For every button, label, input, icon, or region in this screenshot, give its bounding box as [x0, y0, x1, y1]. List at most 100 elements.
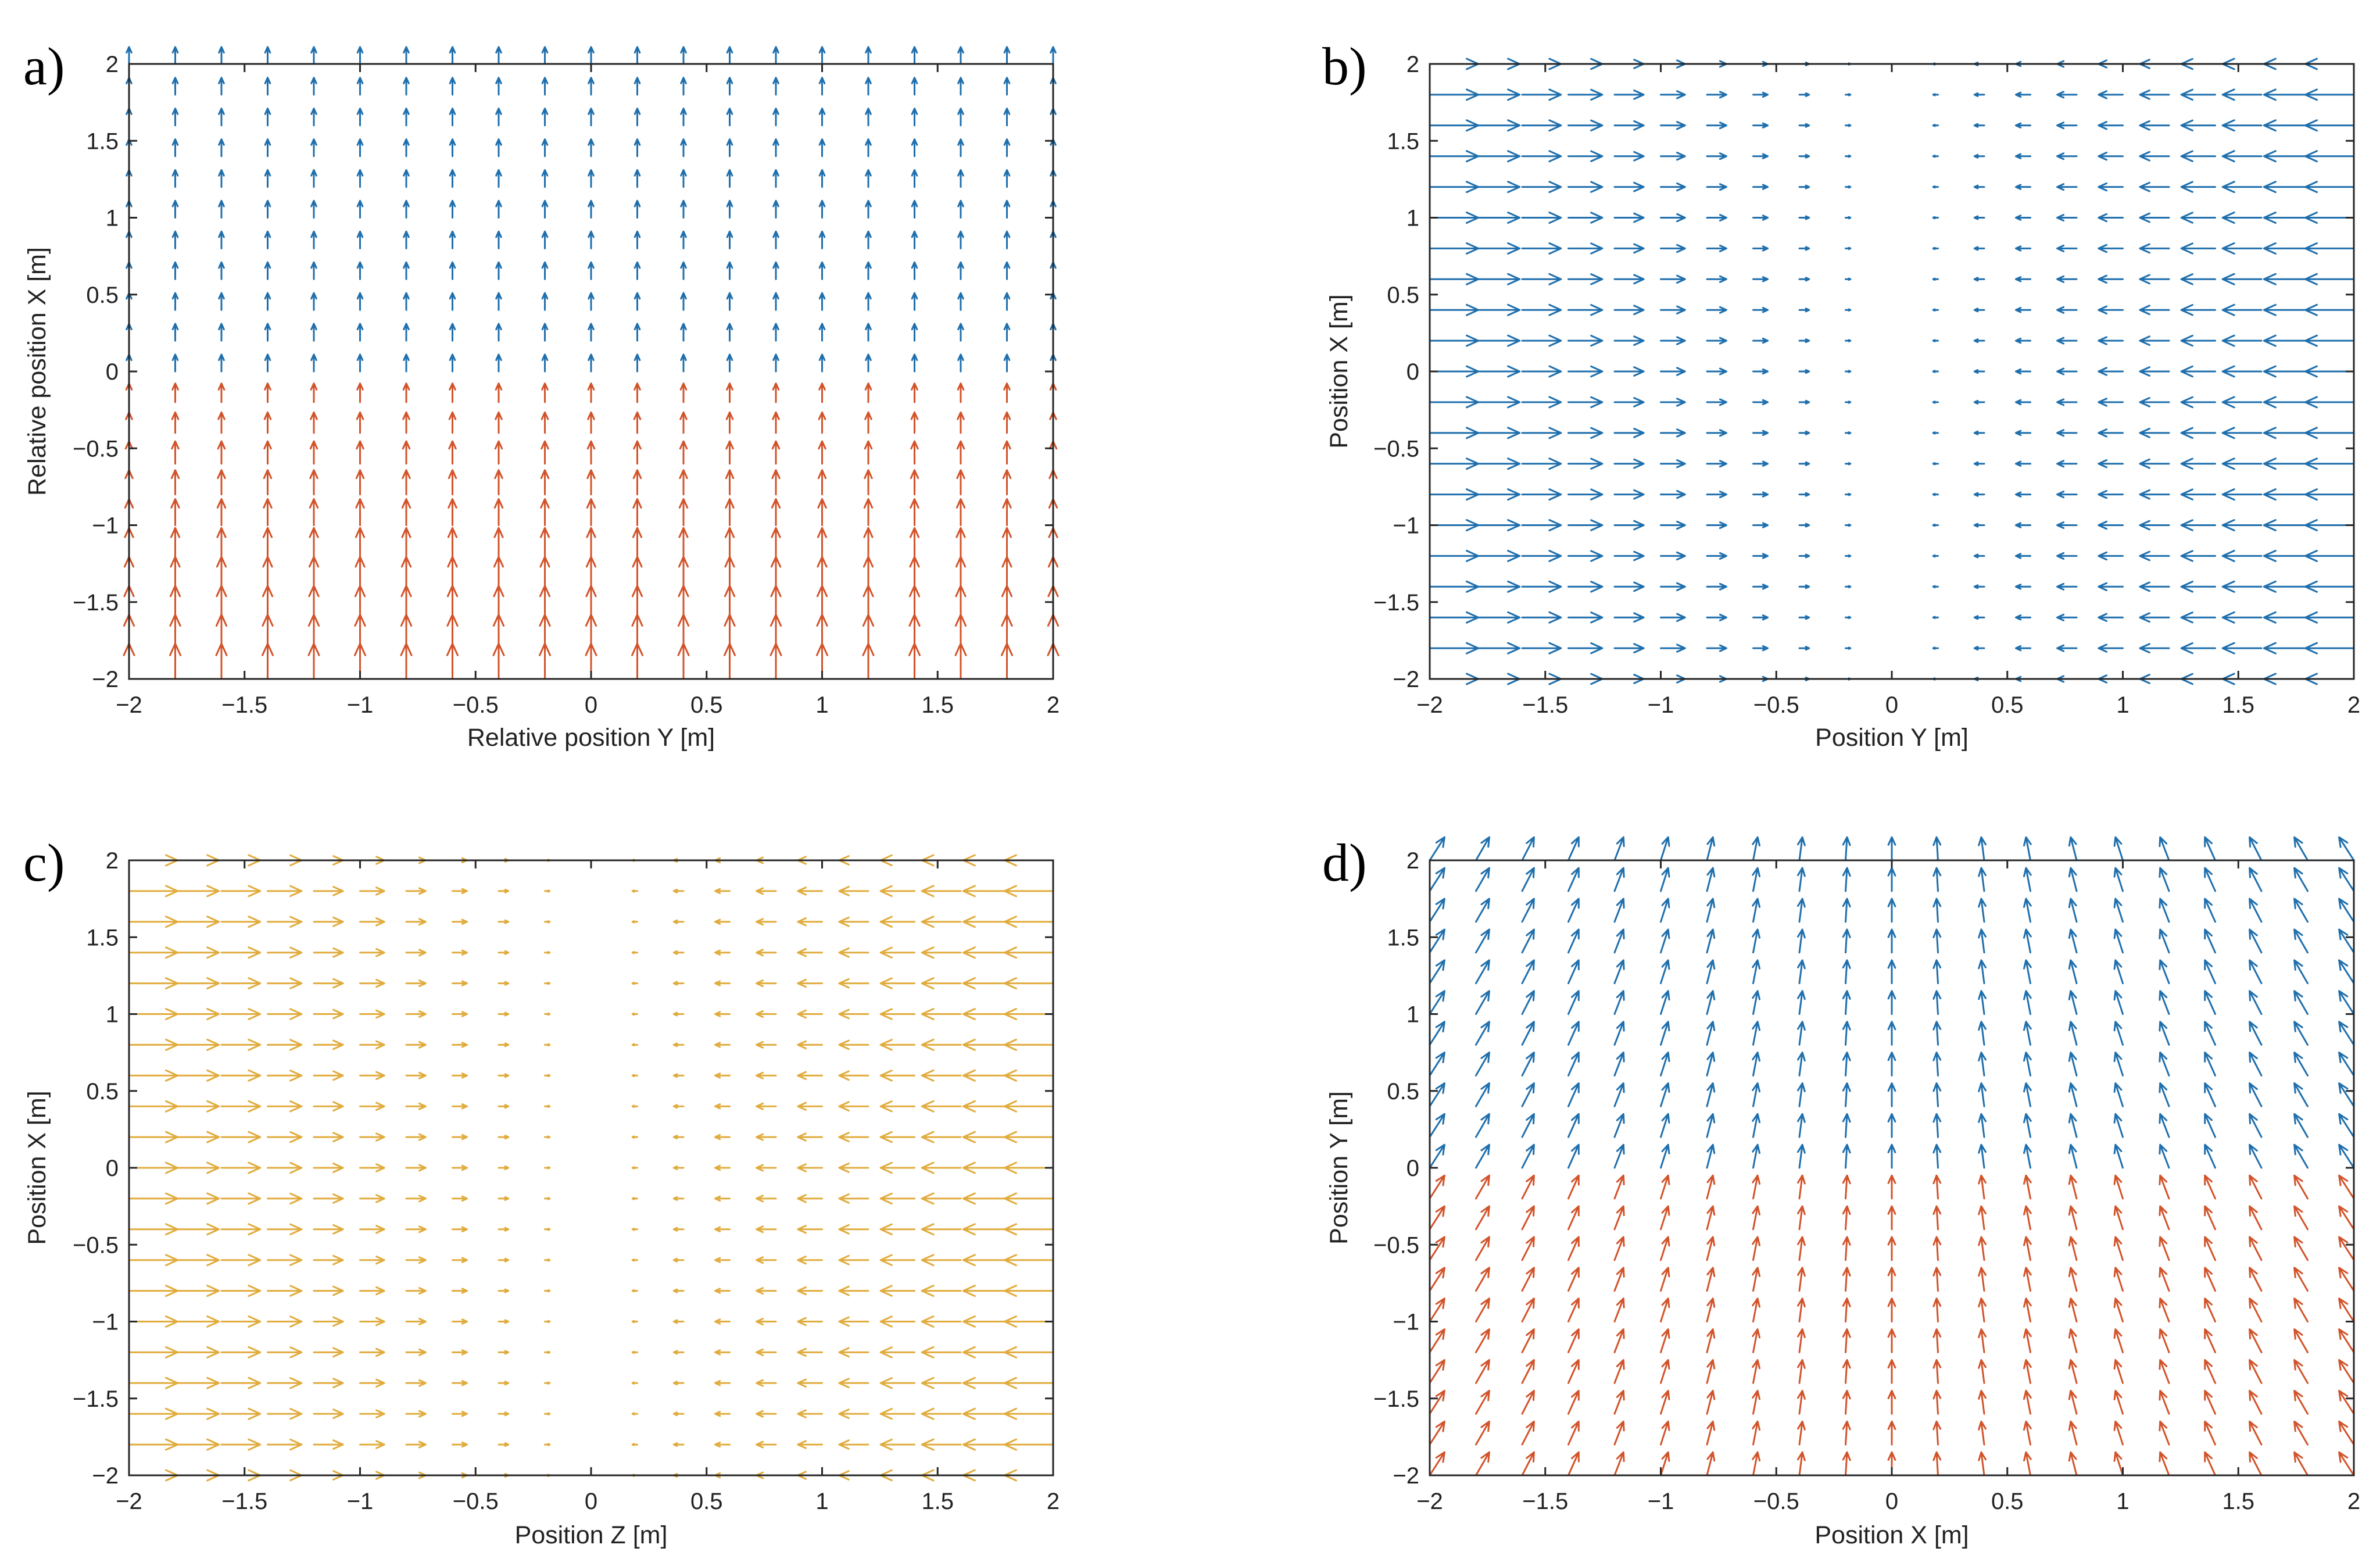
y-tick-label: 0.5 — [1387, 283, 1419, 308]
quiver-arrow — [2338, 1267, 2355, 1292]
quiver-arrow — [452, 1349, 468, 1356]
quiver-arrow — [1429, 1451, 1445, 1476]
quiver-arrow — [2023, 1174, 2032, 1200]
quiver-arrow — [879, 1192, 915, 1205]
quiver-arrow — [498, 981, 510, 986]
quiver-arrow — [405, 1102, 427, 1110]
quiver-arrow — [449, 292, 456, 311]
quiver-arrow — [1521, 519, 1562, 531]
quiver-arrow — [1613, 1205, 1625, 1231]
quiver-arrow — [1752, 522, 1769, 528]
quiver-arrow — [2023, 990, 2032, 1015]
quiver-arrow — [797, 1163, 823, 1172]
quiver-arrow — [313, 1316, 344, 1327]
quiver-arrow — [2180, 612, 2216, 624]
quiver-arrow — [2098, 182, 2124, 192]
quiver-arrow — [633, 440, 642, 465]
y-axis-label: Position X [m] — [1325, 294, 1353, 448]
quiver-arrow — [865, 292, 872, 311]
quiver-arrow — [634, 169, 641, 188]
quiver-arrow — [1002, 498, 1012, 526]
quiver-arrow — [449, 261, 456, 280]
quiver-arrow — [2056, 552, 2078, 560]
quiver-arrow — [2204, 867, 2216, 892]
quiver-arrow — [1660, 1267, 1670, 1292]
panel-letter: a) — [23, 37, 65, 96]
quiver-arrow — [2068, 1052, 2078, 1077]
quiver-arrow — [714, 1042, 731, 1048]
quiver-arrow — [2249, 1021, 2263, 1046]
quiver-arrow — [448, 440, 457, 465]
quiver-arrow — [1429, 488, 1479, 501]
x-tick-label: −1 — [347, 1489, 374, 1514]
quiver-arrow — [2293, 1113, 2309, 1138]
quiver-arrow — [1932, 1267, 1942, 1292]
quiver-arrow — [170, 469, 180, 496]
quiver-arrow — [1978, 1328, 1987, 1353]
quiver-arrow — [452, 1164, 468, 1171]
quiver-arrow — [911, 261, 918, 280]
quiver-arrow — [2338, 1205, 2355, 1231]
quiver-arrow — [772, 108, 779, 127]
quiver-arrow — [1429, 1205, 1445, 1231]
quiver-arrow — [1660, 1297, 1670, 1322]
quiver-arrow — [1475, 1451, 1490, 1476]
quiver-arrow — [220, 1407, 262, 1420]
quiver-arrow — [921, 946, 962, 959]
quiver-arrow — [128, 946, 178, 959]
x-axis-label: Position X [m] — [1814, 1521, 1969, 1549]
quiver-arrow — [355, 556, 366, 588]
quiver-arrow — [495, 77, 502, 96]
quiver-arrow — [405, 1041, 427, 1049]
x-tick-label: 1 — [2116, 1489, 2129, 1514]
quiver-arrow — [816, 613, 828, 649]
quiver-arrow — [1613, 1052, 1625, 1077]
quiver-arrow — [1429, 549, 1479, 562]
quiver-arrow — [1567, 212, 1604, 224]
quiver-arrow — [1660, 428, 1686, 438]
quiver-arrow — [1932, 155, 1939, 158]
quiver-arrow — [2263, 303, 2309, 316]
quiver-arrow — [264, 261, 271, 280]
quiver-arrow — [724, 613, 736, 649]
quiver-arrow — [2015, 245, 2031, 252]
quiver-arrow — [2159, 836, 2170, 861]
quiver-arrow — [1660, 1451, 1670, 1476]
quiver-arrow — [1752, 276, 1769, 283]
quiver-arrow — [632, 556, 643, 588]
quiver-arrow — [1842, 1143, 1851, 1169]
quiver-arrow — [1706, 1328, 1716, 1353]
quiver-arrow — [1932, 246, 1939, 251]
quiver-arrow — [2204, 990, 2216, 1015]
quiver-arrow — [2068, 1143, 2078, 1169]
quiver-arrow — [220, 1376, 262, 1389]
quiver-arrow — [818, 353, 826, 373]
quiver-arrow — [544, 1166, 551, 1170]
quiver-arrow — [818, 382, 826, 403]
quiver-arrow — [672, 1442, 685, 1447]
quiver-arrow — [1475, 611, 1521, 624]
quiver-arrow — [310, 169, 317, 188]
quiver-arrow — [1567, 1174, 1580, 1200]
quiver-arrow — [1521, 150, 1562, 163]
quiver-arrow — [1429, 1328, 1445, 1353]
quiver-arrow — [1845, 93, 1852, 96]
quiver-arrow — [1932, 1052, 1942, 1077]
quiver-arrow — [2304, 611, 2355, 624]
quiver-arrow — [449, 46, 456, 65]
quiver-arrow — [1932, 462, 1939, 466]
quiver-arrow — [2293, 928, 2309, 954]
quiver-arrow — [1567, 427, 1604, 439]
quiver-arrow — [1978, 1052, 1987, 1077]
quiver-arrow — [2249, 898, 2263, 923]
quiver-arrow — [2023, 1082, 2032, 1107]
quiver-arrow — [1004, 1100, 1054, 1113]
quiver-arrow — [726, 77, 733, 96]
quiver-arrow — [1973, 430, 1985, 435]
quiver-arrow — [541, 292, 549, 311]
quiver-arrow — [631, 951, 638, 954]
quiver-arrow — [2293, 1082, 2309, 1107]
quiver-arrow — [359, 886, 385, 896]
quiver-arrow — [1932, 1390, 1942, 1415]
quiver-arrow — [771, 469, 781, 496]
